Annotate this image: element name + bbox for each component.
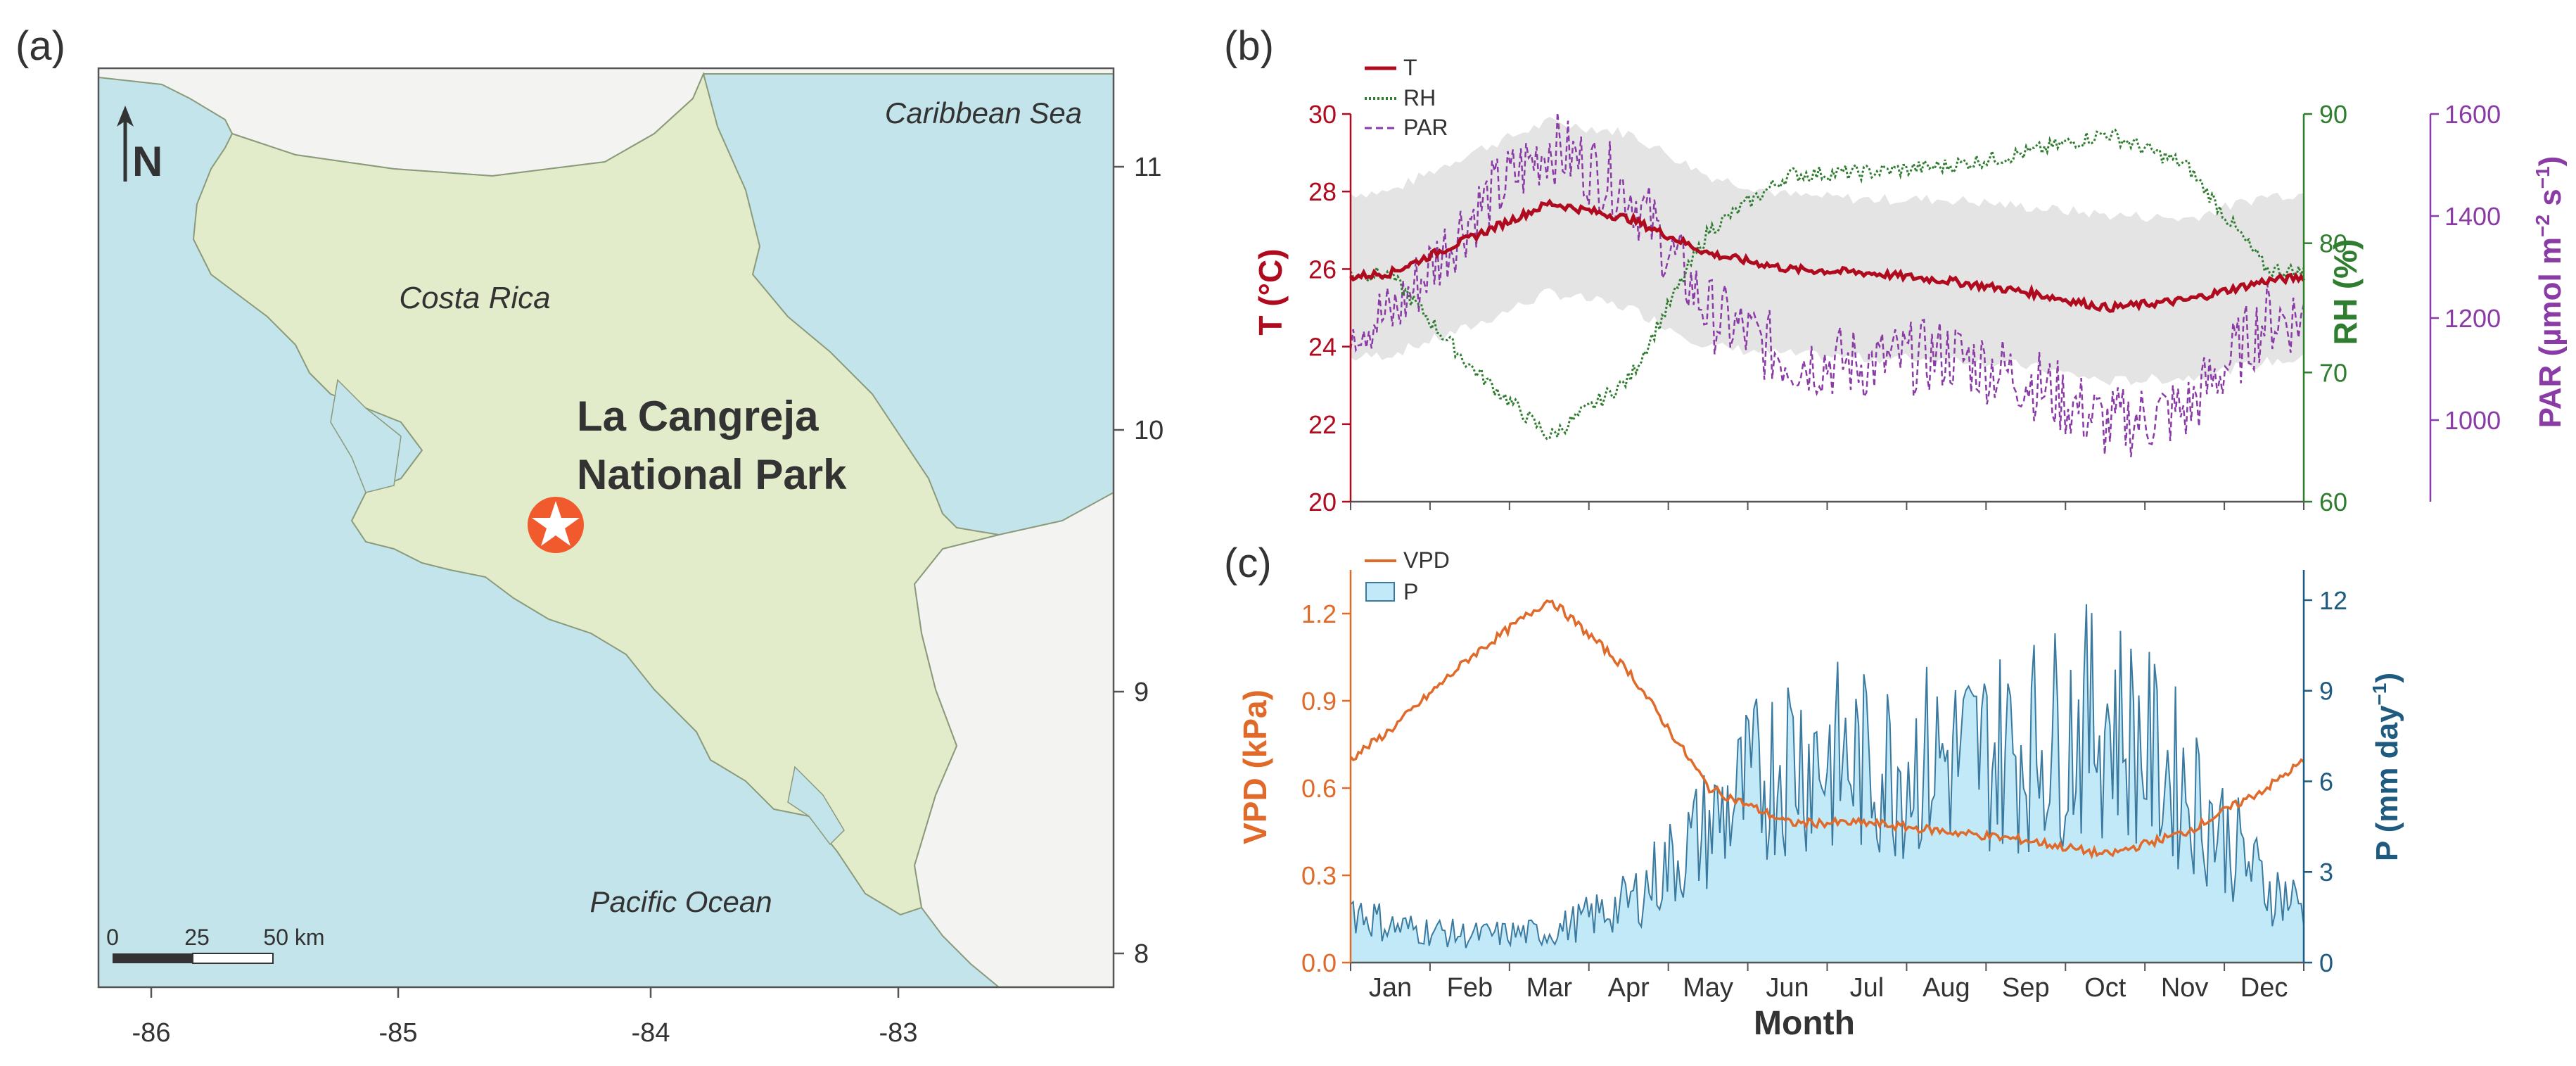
vpd-tick-label: 0.9: [1301, 687, 1337, 716]
park-label-line1: La Cangreja: [577, 393, 819, 440]
y-axis-title-rh: RH (%): [2327, 239, 2364, 345]
vpd-tick-label: 0.0: [1301, 948, 1337, 977]
golfo-dulce: [787, 766, 845, 846]
par-tick-label: 1000: [2444, 406, 2501, 435]
precip-area: [1351, 604, 2304, 963]
park-label-line2: National Park: [577, 451, 847, 498]
chart-c: 1.2 0.9 0.6 0.3 0.0 12 9 6 3 0: [1301, 570, 2347, 977]
temperature-band-area: [1351, 117, 2304, 386]
map-y-axis: 11 10 9 8: [1114, 153, 1163, 969]
month-label: Aug: [1923, 973, 1970, 1003]
legend-b: T RH PAR: [1365, 55, 1448, 140]
north-label: N: [132, 138, 162, 185]
rh-tick-label: 60: [2319, 488, 2347, 516]
par-tick-label: 1400: [2444, 202, 2501, 231]
map-y-tick: 11: [1134, 153, 1161, 182]
legend-par-label: PAR: [1403, 115, 1448, 140]
legend-rh-label: RH: [1403, 85, 1436, 110]
temperature-tick-label: 30: [1308, 100, 1337, 129]
y-axis-title-par: PAR (µmol m−2 s−1): [2532, 156, 2568, 429]
chart-c-axes: 1.2 0.9 0.6 0.3 0.0 12 9 6 3 0: [1301, 570, 2347, 977]
temperature-tick-label: 24: [1308, 333, 1337, 362]
map-x-tick: -84: [632, 1018, 670, 1048]
rh-tick-label: 90: [2319, 100, 2347, 129]
panel-label-c: (c): [1224, 540, 1272, 586]
month-labels: Jan Feb Mar Apr May Jun Jul Aug Sep Oct Nov Dec: [1369, 973, 2288, 1003]
legend-p-label: P: [1403, 579, 1418, 604]
map-y-tick: 10: [1134, 416, 1163, 445]
chart-c-series: [1349, 599, 2305, 948]
month-label: Oct: [2084, 973, 2127, 1003]
par-series-line: [1349, 112, 2305, 457]
legend-vpd-label: VPD: [1403, 547, 1450, 573]
map-y-tick: 9: [1134, 678, 1149, 707]
precip-series-line: [1350, 604, 2304, 948]
map-x-tick: -85: [379, 1018, 418, 1048]
month-label: Jun: [1766, 973, 1809, 1003]
gulf-of-nicoya: [330, 379, 402, 493]
vpd-tick-label: 0.6: [1301, 774, 1337, 803]
precip-tick-label: 12: [2319, 586, 2347, 615]
map-area: [98, 68, 1114, 987]
month-label: Feb: [1447, 973, 1493, 1003]
map-x-tick: -86: [132, 1018, 171, 1048]
temperature-series-line: [1349, 198, 2306, 313]
legend-c: VPD P: [1365, 547, 1450, 604]
precip-area-fill: [1351, 604, 2304, 963]
legend-p-swatch: [1365, 582, 1395, 602]
north-arrow: N: [117, 106, 162, 185]
vpd-tick-label: 1.2: [1301, 599, 1337, 628]
chart-b: 30 28 26 24 22 20 90 80 70 60 1600 1400 1200 1000: [1308, 100, 2501, 516]
month-label: Jul: [1850, 973, 1885, 1003]
caribbean-sea-label: Caribbean Sea: [885, 96, 1082, 129]
month-label: Nov: [2161, 973, 2209, 1003]
park-marker: [528, 497, 584, 553]
par-tick-label: 1200: [2444, 304, 2501, 333]
rh-series-line: [1349, 128, 2305, 440]
temperature-tick-label: 28: [1308, 177, 1337, 206]
month-label: May: [1683, 973, 1733, 1003]
vpd-series-line: [1349, 599, 2305, 860]
temperature-tick-label: 26: [1308, 255, 1337, 284]
scale-bar: 0 25 50 km: [106, 925, 325, 964]
scale-tick-25: 25: [184, 925, 210, 950]
chart-b-axes: 30 28 26 24 22 20 90 80 70 60 1600 1400 1200 1000: [1308, 100, 2501, 516]
temperature-tick-label: 22: [1308, 410, 1337, 439]
precip-tick-label: 0: [2319, 948, 2333, 977]
temperature-tick-label: 20: [1308, 488, 1337, 516]
precip-tick-label: 6: [2319, 767, 2333, 796]
north-arrow-icon: [117, 106, 134, 127]
month-label: Dec: [2240, 973, 2288, 1003]
precip-tick-label: 3: [2319, 858, 2333, 887]
y-axis-title-vpd: VPD (kPa): [1237, 690, 1273, 844]
star-icon: [532, 501, 580, 546]
legend-t-label: T: [1403, 55, 1417, 80]
map-y-tick: 8: [1134, 939, 1149, 969]
panel-label-a: (a): [15, 23, 65, 69]
scale-tick-0: 0: [106, 925, 119, 950]
month-label: Jan: [1369, 973, 1412, 1003]
map-x-tick: -83: [879, 1018, 918, 1048]
pacific-ocean-label: Pacific Ocean: [589, 885, 772, 918]
precip-tick-label: 9: [2319, 677, 2333, 706]
y-axis-title-precip: P (mm day−1): [2368, 673, 2404, 861]
map-x-axis: -86 -85 -84 -83: [132, 987, 918, 1048]
y-axis-title-temperature: T (°C): [1252, 248, 1289, 335]
temperature-range-band: [1351, 117, 2304, 386]
month-label: Apr: [1608, 973, 1650, 1003]
par-tick-label: 1600: [2444, 100, 2501, 129]
scale-tick-50: 50 km: [263, 925, 324, 950]
vpd-tick-label: 0.3: [1301, 861, 1337, 890]
x-axis-title-month: Month: [1754, 1005, 1855, 1042]
month-label: Sep: [2002, 973, 2050, 1003]
costa-rica-label: Costa Rica: [399, 281, 550, 315]
month-label: Mar: [1526, 973, 1573, 1003]
map-frame: [97, 67, 1115, 989]
rh-tick-label: 70: [2319, 358, 2347, 387]
rh-tick-label: 80: [2319, 229, 2347, 258]
panel-label-b: (b): [1224, 23, 1274, 69]
chart-b-series: [1349, 112, 2306, 457]
